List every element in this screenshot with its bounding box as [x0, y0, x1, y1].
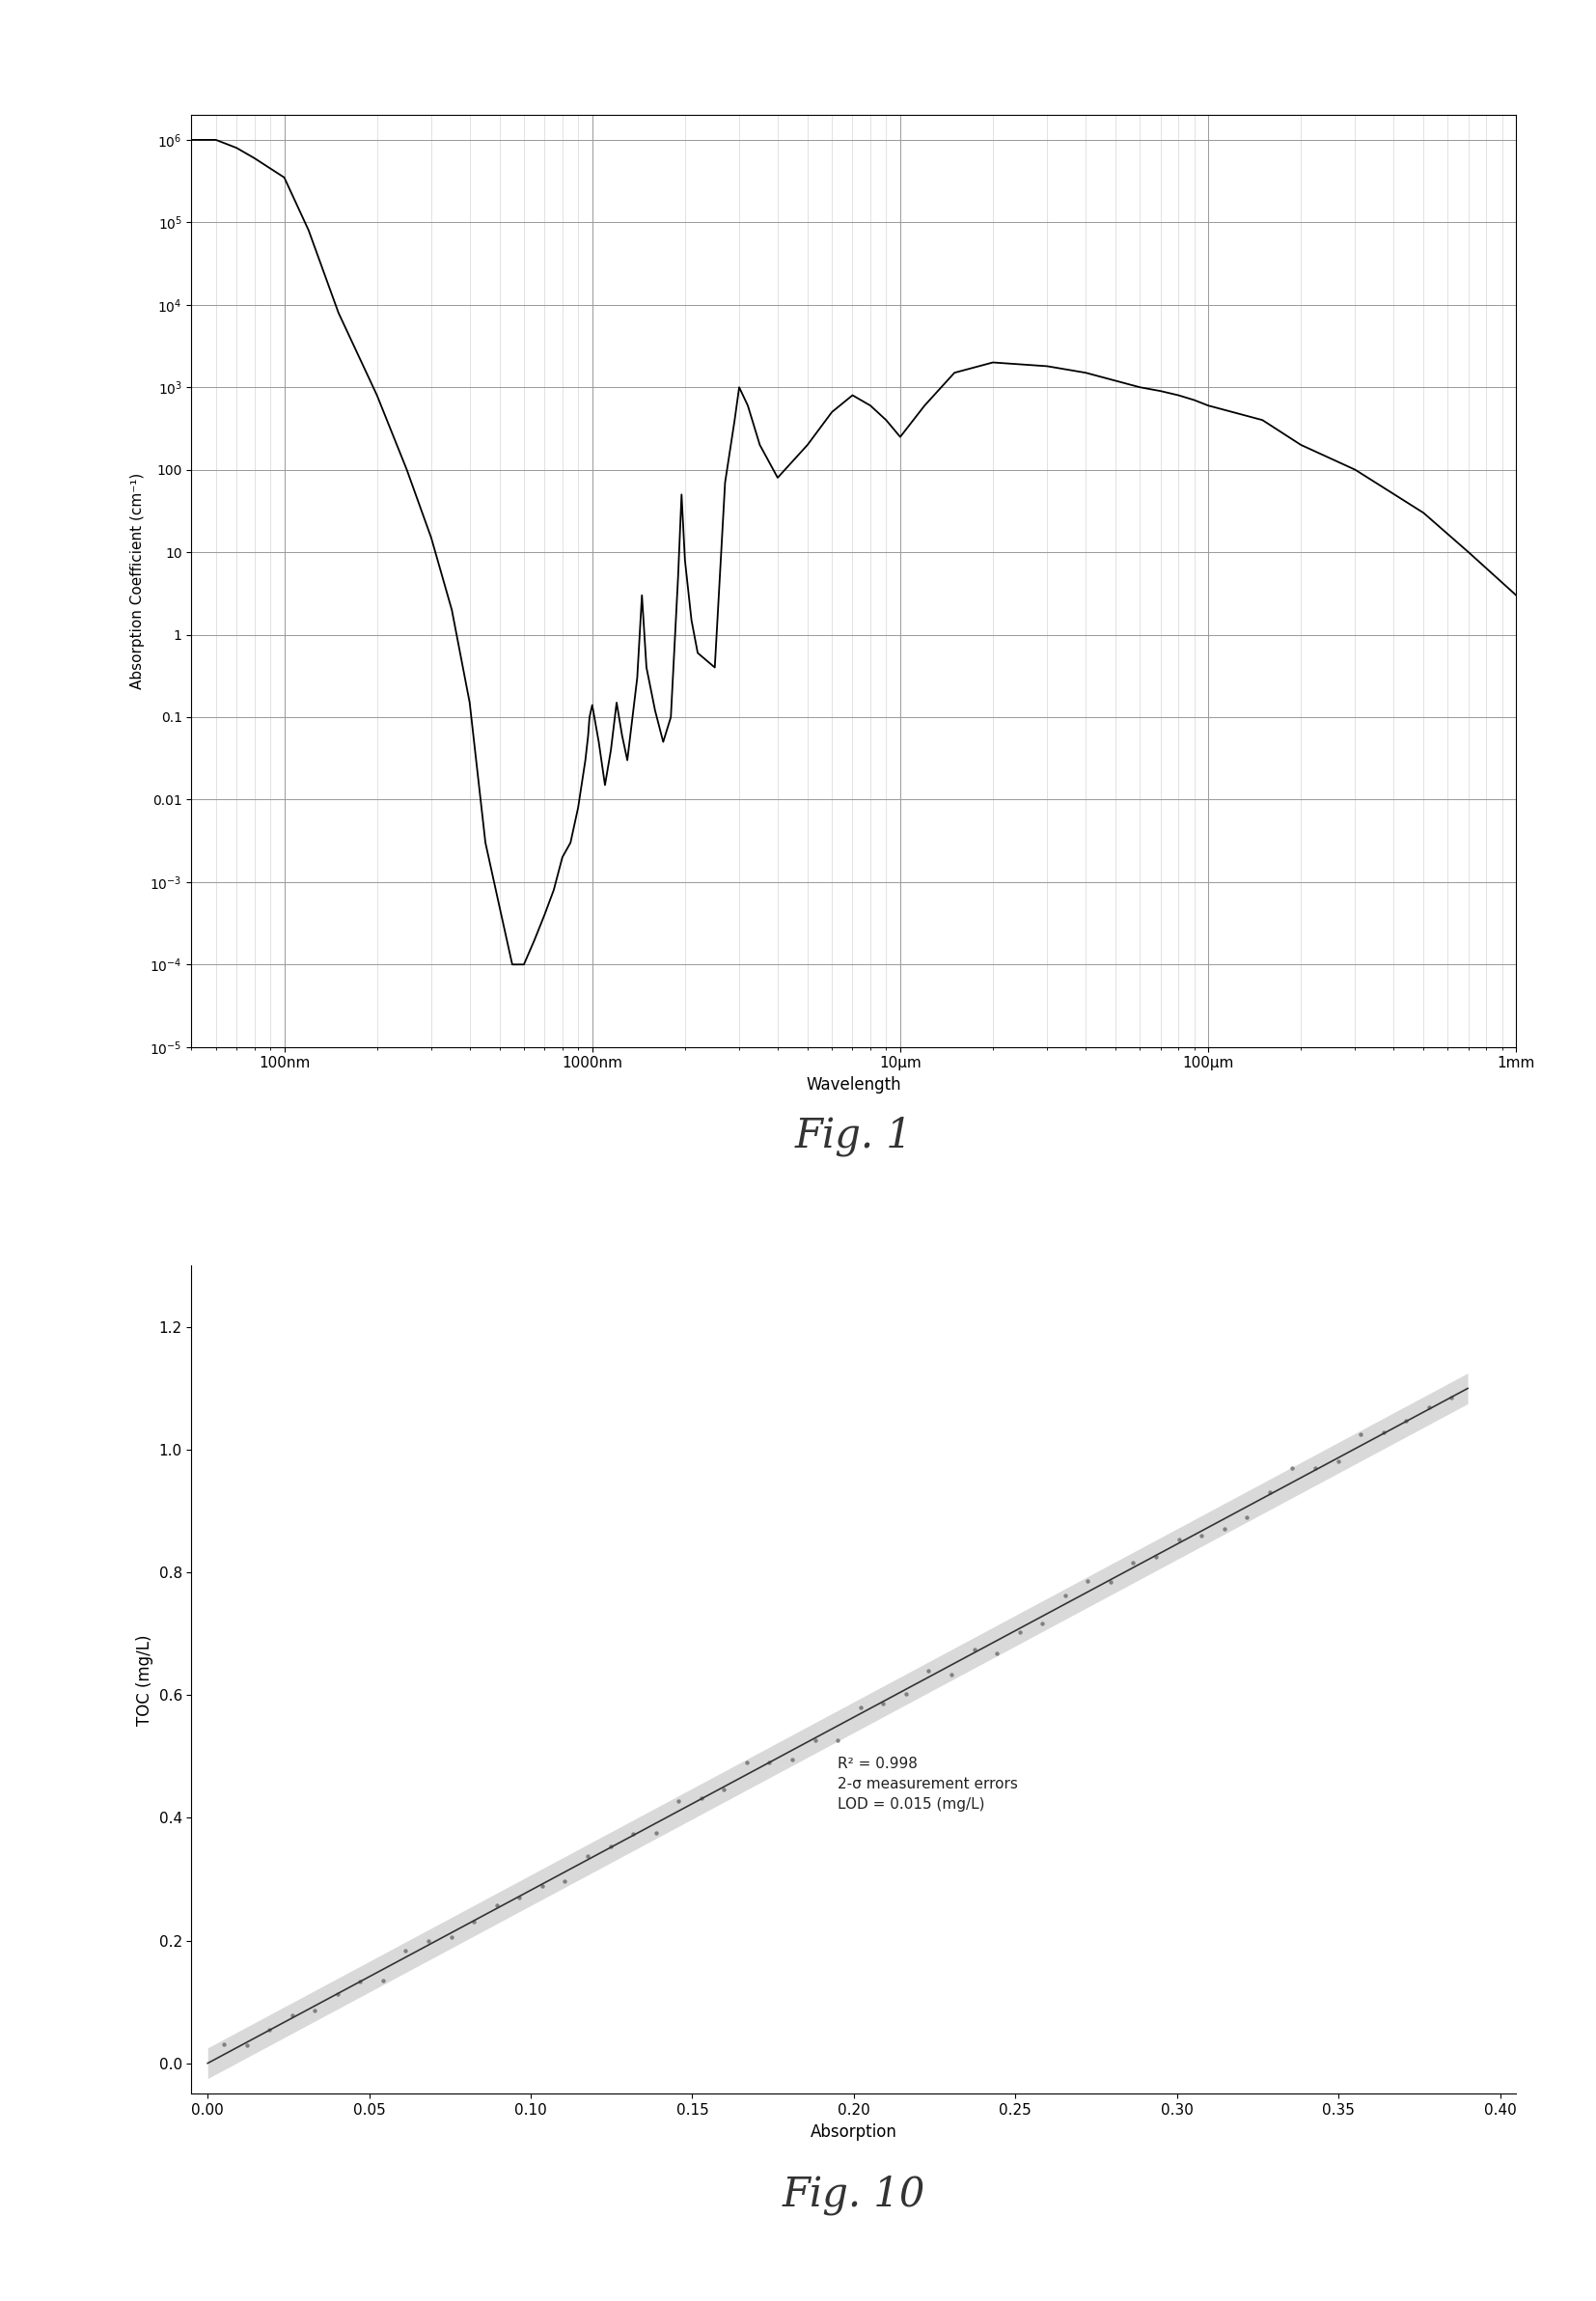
Point [938, 1657, 964, 1694]
Point [1349, 1415, 1374, 1452]
Point [575, 1838, 600, 1875]
Point [415, 1924, 440, 1960]
Point [506, 1880, 531, 1917]
Point [757, 1744, 782, 1781]
Point [1143, 1537, 1168, 1574]
Point [439, 1919, 464, 1956]
Point [348, 1963, 373, 2000]
Point [1280, 1450, 1306, 1486]
Point [1234, 1500, 1259, 1537]
Point [985, 1634, 1010, 1671]
Point [211, 2025, 236, 2062]
Point [530, 1866, 555, 1903]
Point [916, 1652, 942, 1689]
Text: Fig. 10: Fig. 10 [782, 2174, 926, 2216]
Point [643, 1813, 669, 1850]
Point [552, 1862, 578, 1898]
Point [1371, 1413, 1396, 1450]
Point [1211, 1512, 1237, 1549]
Point [257, 2011, 282, 2048]
Point [734, 1744, 760, 1781]
Point [1393, 1401, 1419, 1438]
Point [779, 1740, 804, 1776]
Point [1076, 1562, 1101, 1599]
Point [233, 2027, 259, 2064]
Point [847, 1689, 873, 1726]
Y-axis label: TOC (mg/L): TOC (mg/L) [136, 1634, 153, 1726]
Point [1189, 1516, 1215, 1553]
Point [803, 1721, 828, 1758]
Point [279, 1997, 305, 2034]
Point [688, 1779, 713, 1815]
Point [1258, 1473, 1283, 1509]
X-axis label: Wavelength: Wavelength [806, 1077, 902, 1093]
Point [1007, 1613, 1033, 1650]
Text: Fig. 1: Fig. 1 [795, 1116, 913, 1157]
Point [1302, 1450, 1328, 1486]
Point [621, 1815, 646, 1852]
Point [393, 1933, 418, 1970]
Point [1167, 1521, 1192, 1558]
Point [302, 1993, 327, 2029]
Point [666, 1783, 691, 1820]
Point [324, 1974, 350, 2011]
Point [1416, 1390, 1441, 1427]
Point [370, 1963, 396, 2000]
Point [825, 1721, 851, 1758]
Point [1029, 1606, 1055, 1643]
Point [870, 1687, 895, 1723]
Y-axis label: Absorption Coefficient (cm⁻¹): Absorption Coefficient (cm⁻¹) [129, 472, 145, 690]
Point [1052, 1576, 1077, 1613]
Point [894, 1675, 919, 1712]
Point [712, 1772, 737, 1809]
Point [1120, 1544, 1146, 1581]
Point [961, 1631, 986, 1668]
Text: R² = 0.998
2-σ measurement errors
LOD = 0.015 (mg/L): R² = 0.998 2-σ measurement errors LOD = … [838, 1756, 1018, 1811]
X-axis label: Absorption: Absorption [811, 2124, 897, 2140]
Point [1325, 1443, 1350, 1480]
Point [461, 1903, 487, 1940]
Point [1440, 1378, 1465, 1415]
Point [484, 1887, 509, 1924]
Point [597, 1829, 622, 1866]
Point [1098, 1562, 1124, 1599]
